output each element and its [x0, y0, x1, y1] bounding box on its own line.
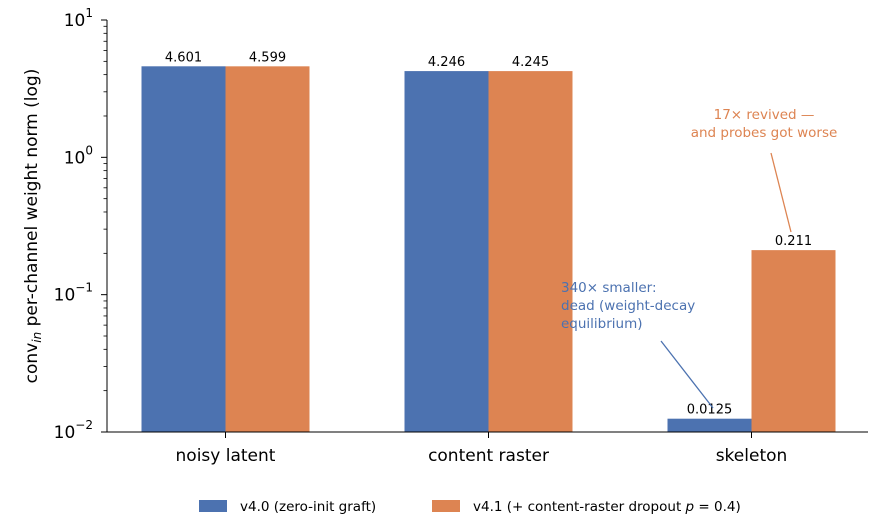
annotation-text-line: dead (weight-decay [561, 298, 695, 314]
bar-skeleton-series-1 [667, 418, 752, 432]
bar-value-label: 0.0125 [687, 403, 733, 418]
bar-skeleton-series-2 [751, 250, 836, 432]
y-tick-label: 101 [64, 6, 93, 31]
y-axis-label: convin per-channel weight norm (log) [22, 69, 44, 384]
bar-noisy-latent-series-1 [141, 66, 226, 432]
x-tick-label: skeleton [716, 446, 788, 466]
bar-value-label: 0.211 [775, 234, 812, 249]
bar-noisy-latent-series-2 [225, 66, 310, 432]
annotation-arrow [770, 152, 792, 233]
bar-content-raster-series-1 [404, 71, 489, 432]
x-tick-label: content raster [428, 446, 549, 466]
bar-value-label: 4.599 [249, 50, 286, 65]
annotation-text-line: 17× revived — [714, 107, 815, 123]
y-tick-label: 10−2 [54, 418, 93, 443]
bar-value-label: 4.601 [165, 50, 202, 65]
y-tick-label: 10−1 [54, 281, 93, 306]
annotation-text-line: 340× smaller: [561, 280, 657, 296]
bar-value-label: 4.246 [428, 55, 465, 70]
legend-label-v4-1: v4.1 (+ content-raster dropout p = 0.4) [473, 499, 741, 515]
legend-swatch-v4-0 [199, 500, 227, 512]
axes-group: 10−2 10−1 100 101 noisy latent content raster… [22, 6, 868, 466]
annotation-text-line: and probes got worse [691, 125, 838, 141]
x-tick-label: noisy latent [176, 446, 276, 466]
bar-value-label: 4.245 [512, 55, 549, 70]
legend: v4.0 (zero-init graft) v4.1 (+ content-ra… [199, 499, 741, 515]
legend-swatch-v4-1 [432, 500, 460, 512]
annotation-arrow [660, 340, 714, 409]
legend-label-v4-0: v4.0 (zero-init graft) [240, 499, 376, 515]
bar-content-raster-series-2 [488, 71, 573, 432]
annotation-text-line: equilibrium) [561, 316, 643, 332]
annotations-group: 340× smaller: dead (weight-decay equilibri… [561, 107, 838, 409]
bar-value-labels: 4.601 4.599 4.246 4.245 0.0125 0.211 [165, 50, 812, 417]
bars-group [141, 66, 836, 432]
y-tick-label: 100 [64, 143, 93, 168]
